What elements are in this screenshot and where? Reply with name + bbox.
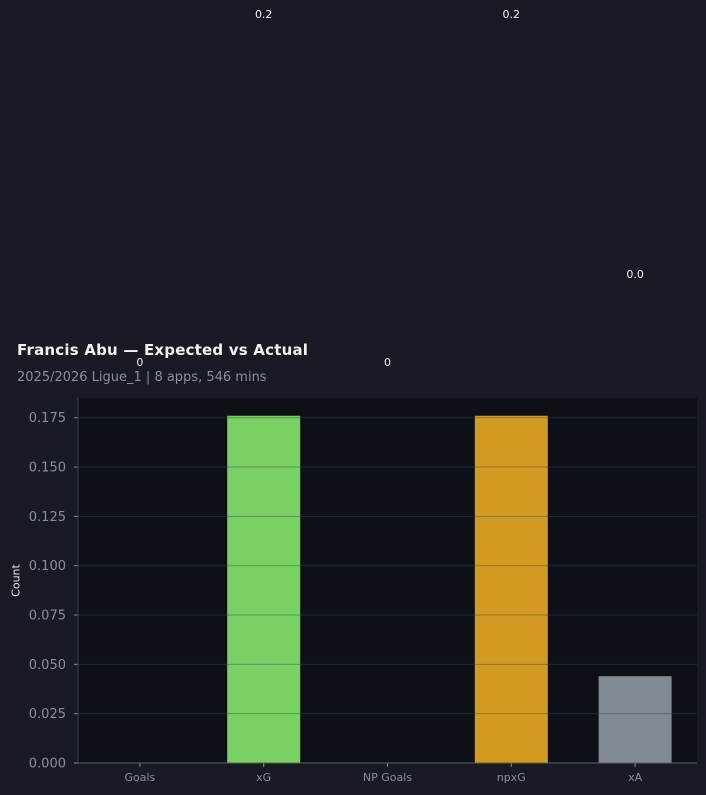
bar-xa — [598, 676, 672, 763]
y-tick-label: 0.025 — [29, 707, 66, 722]
x-tick-label: npxG — [497, 771, 526, 784]
y-tick-label: 0.100 — [29, 559, 66, 574]
x-tick-label: NP Goals — [363, 771, 412, 784]
y-tick-label: 0.000 — [29, 757, 66, 772]
data-label: 0 — [384, 356, 391, 369]
y-tick-label: 0.075 — [29, 609, 66, 624]
data-label: 0 — [136, 356, 143, 369]
x-tick-label: Goals — [125, 771, 156, 784]
data-label: 0.2 — [255, 8, 273, 21]
x-tick-label: xA — [628, 771, 643, 784]
data-label: 0.2 — [503, 8, 521, 21]
plot-area — [78, 398, 697, 763]
y-tick-label: 0.125 — [29, 510, 66, 525]
y-tick-label: 0.050 — [29, 658, 66, 673]
bar-xg — [227, 415, 301, 763]
chart-subtitle: 2025/2026 Ligue_1 | 8 apps, 546 mins — [17, 370, 267, 385]
chart-title: Francis Abu — Expected vs Actual — [17, 341, 309, 359]
y-tick-label: 0.175 — [29, 411, 66, 426]
y-tick-label: 0.150 — [29, 461, 66, 476]
bar-npxg — [474, 415, 548, 763]
x-tick-label: xG — [256, 771, 271, 784]
data-label: 0.0 — [626, 268, 644, 281]
